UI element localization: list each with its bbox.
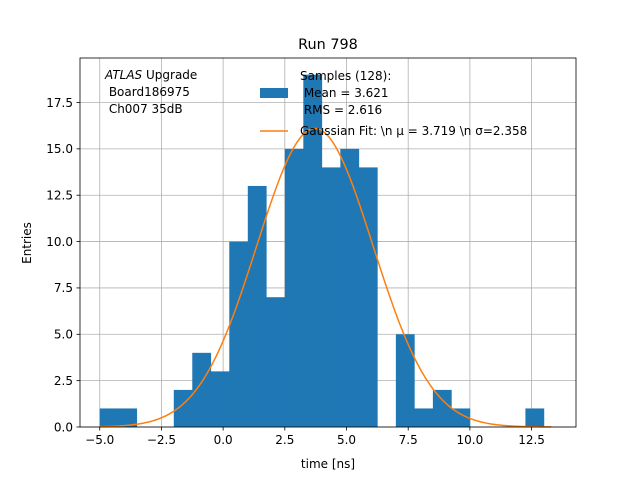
histogram-bar: [192, 352, 212, 427]
y-tick-label: 12.5: [46, 189, 73, 203]
legend: Samples (128): Mean = 3.621 RMS = 2.616 …: [260, 69, 527, 138]
annotation-upgrade: Upgrade: [142, 68, 197, 82]
x-tick-label: −2.5: [147, 433, 176, 447]
histogram-bar: [118, 408, 138, 427]
x-axis-label: time [ns]: [301, 457, 355, 471]
histogram-bar: [229, 241, 249, 427]
y-tick-label: 10.0: [46, 235, 73, 249]
histogram-bar: [340, 148, 360, 427]
histogram-bar: [210, 371, 230, 427]
histogram-bar: [99, 408, 119, 427]
histogram-bar: [303, 74, 323, 427]
x-tick-label: −5.0: [85, 433, 114, 447]
chart-title: Run 798: [298, 37, 358, 53]
histogram-bar: [266, 297, 286, 427]
legend-samples-line2: Mean = 3.621: [300, 86, 389, 100]
atlas-annotation: ATLAS Upgrade Board186975 Ch007 35dB: [104, 68, 197, 116]
histogram-bar: [284, 148, 304, 427]
histogram-bar: [321, 167, 341, 427]
x-tick-label: 5.0: [337, 433, 356, 447]
svg-text:ATLAS Upgrade: ATLAS Upgrade: [104, 68, 197, 82]
y-tick-label: 2.5: [54, 374, 73, 388]
histogram-bar: [525, 408, 545, 427]
legend-samples-patch: [260, 88, 288, 98]
y-tick-label: 17.5: [46, 96, 73, 110]
x-tick-label: 0.0: [214, 433, 233, 447]
histogram-bar: [247, 185, 267, 427]
gaussian-fit-curve: [99, 127, 552, 428]
histogram-bar: [432, 389, 452, 427]
x-tick-label: 2.5: [275, 433, 294, 447]
histogram-bar: [395, 334, 415, 427]
annotation-board: Board186975: [105, 85, 190, 99]
x-tick-label: 7.5: [399, 433, 418, 447]
annotation-channel: Ch007 35dB: [105, 102, 183, 116]
histogram-bars: [99, 74, 545, 427]
legend-fit-label: Gaussian Fit: \n μ = 3.719 \n σ=2.358: [300, 124, 527, 138]
histogram-bar: [414, 408, 434, 427]
y-tick-label: 0.0: [54, 420, 73, 434]
histogram-bar: [358, 167, 378, 427]
y-tick-label: 7.5: [54, 281, 73, 295]
x-tick-label: 10.0: [457, 433, 484, 447]
plot-frame: [79, 57, 577, 428]
legend-samples-line3: RMS = 2.616: [300, 103, 382, 117]
y-tick-label: 15.0: [46, 142, 73, 156]
y-axis-label: Entries: [20, 222, 34, 264]
annotation-atlas: ATLAS: [104, 68, 143, 82]
legend-samples-line1: Samples (128):: [300, 69, 391, 83]
y-axis-ticks: 0.0 2.5 5.0 7.5 10.0 12.5 15.0 17.5: [46, 96, 80, 434]
x-axis-ticks: −5.0 −2.5 0.0 2.5 5.0 7.5 10.0 12.5: [85, 427, 545, 447]
x-tick-label: 12.5: [518, 433, 545, 447]
y-tick-label: 5.0: [54, 328, 73, 342]
histogram-bar: [451, 408, 471, 427]
